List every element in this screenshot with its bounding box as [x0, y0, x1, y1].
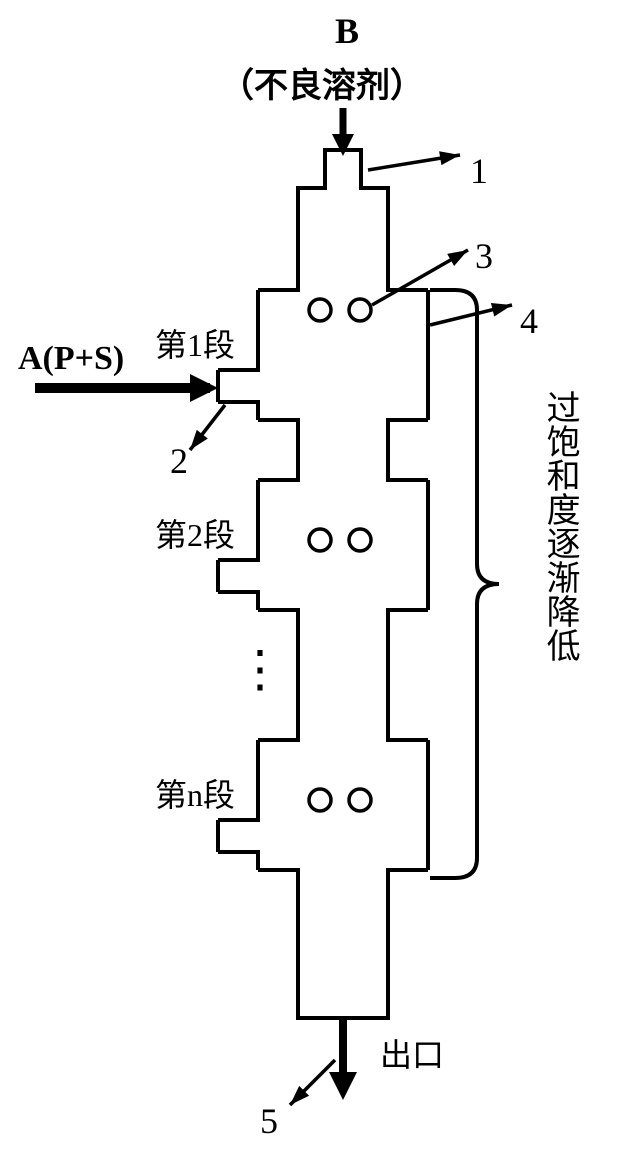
label-dots: ⋮ [235, 640, 283, 698]
label-seg1: 第1段 [155, 320, 235, 366]
label-seg2: 第2段 [155, 510, 235, 556]
label-antisolvent-parens: （不良溶剂） [220, 58, 424, 107]
label-num4: 4 [520, 300, 538, 342]
label-num3: 3 [475, 235, 493, 277]
label-outlet: 出口 [380, 1030, 444, 1076]
label-num5: 5 [260, 1100, 278, 1142]
label-side-vertical: 过饱和度逐渐降低 [540, 390, 579, 662]
label-a-ps: A(P+S) [18, 340, 124, 378]
label-b: B [335, 10, 359, 52]
diagram-svg [0, 0, 627, 1158]
label-num1: 1 [470, 150, 488, 192]
label-segn: 第n段 [155, 770, 235, 816]
label-num2: 2 [170, 440, 188, 482]
